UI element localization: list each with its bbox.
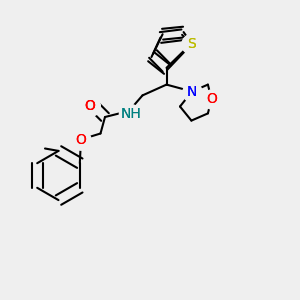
Text: NH: NH — [120, 107, 141, 121]
Text: N: N — [187, 85, 197, 98]
Text: NH: NH — [120, 107, 141, 121]
Text: O: O — [206, 92, 217, 106]
Text: O: O — [85, 99, 95, 112]
Text: O: O — [85, 99, 95, 112]
Text: S: S — [187, 37, 196, 50]
Text: O: O — [85, 99, 95, 112]
Text: O: O — [76, 133, 86, 146]
Text: O: O — [206, 92, 217, 106]
Text: O: O — [76, 133, 86, 146]
Text: S: S — [187, 37, 196, 50]
Text: N: N — [187, 85, 197, 98]
